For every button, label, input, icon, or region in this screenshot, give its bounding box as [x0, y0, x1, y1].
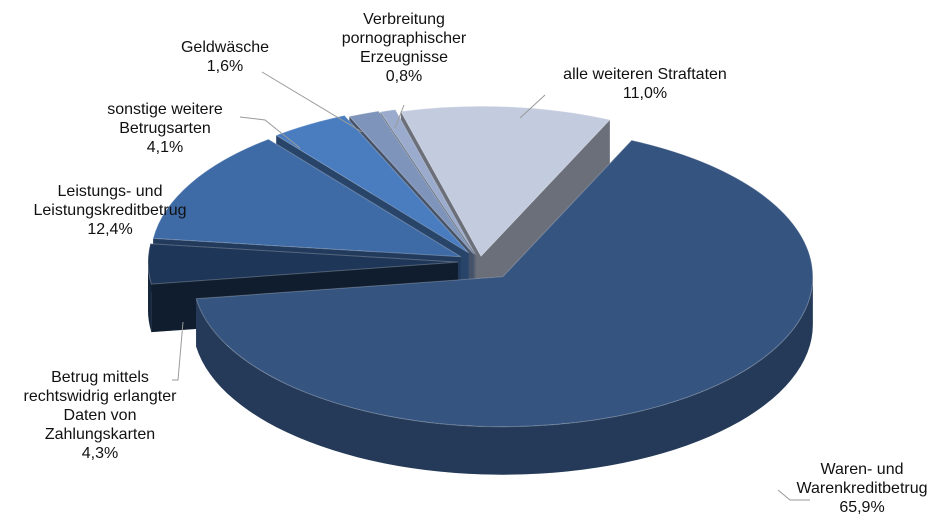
slice	[399, 105, 611, 258]
slice-side	[481, 119, 610, 305]
leader-line	[777, 489, 810, 501]
leader-line	[172, 321, 184, 381]
leader-line	[261, 71, 363, 133]
category-label: Verbreitung pornographischer Erzeugnisse	[341, 11, 467, 66]
data-label: Betrug mittels rechtswidrig erlangter Da…	[15, 368, 185, 463]
slice-side	[196, 276, 813, 475]
data-label: Geldwäsche 1,6%	[170, 38, 280, 76]
slice	[379, 109, 476, 255]
category-label: Waren- und Warenkreditbetrug	[796, 461, 928, 497]
category-label: Betrug mittels rechtswidrig erlangter Da…	[23, 369, 177, 443]
category-label: sonstige weitere Betrugsarten	[107, 101, 223, 137]
slice-side-shade	[481, 119, 610, 305]
data-label: sonstige weitere Betrugsarten 4,1%	[90, 100, 240, 157]
value-label: 12,4%	[87, 221, 133, 238]
data-label: Waren- und Warenkreditbetrug 65,9%	[777, 460, 947, 517]
slice-side	[148, 262, 152, 333]
slice	[147, 243, 459, 285]
category-label: Leistungs- und Leistungskreditbetrug	[33, 183, 187, 219]
value-label: 4,3%	[81, 445, 119, 462]
slice	[275, 114, 470, 254]
slice	[348, 110, 475, 255]
value-label: 11,0%	[622, 85, 668, 102]
leaders	[172, 71, 810, 501]
data-label: alle weiteren Straftaten 11,0%	[515, 65, 775, 103]
slice	[152, 138, 462, 258]
leader-line	[394, 104, 405, 129]
data-label: Leistungs- und Leistungskreditbetrug 12,4…	[10, 182, 210, 239]
slice	[195, 139, 814, 428]
value-label: 0,8%	[385, 68, 423, 85]
slice-side-shade	[148, 262, 152, 333]
slice-side-shade	[196, 276, 813, 475]
value-label: 4,1%	[146, 139, 184, 156]
value-label: 1,6%	[206, 58, 244, 75]
data-label: Verbreitung pornographischer Erzeugnisse…	[329, 10, 479, 86]
leader-line	[239, 116, 301, 149]
category-label: alle weiteren Straftaten	[563, 66, 727, 83]
leader-line	[519, 94, 546, 119]
slices	[147, 105, 814, 475]
value-label: 65,9%	[839, 499, 885, 516]
category-label: Geldwäsche	[180, 39, 270, 56]
